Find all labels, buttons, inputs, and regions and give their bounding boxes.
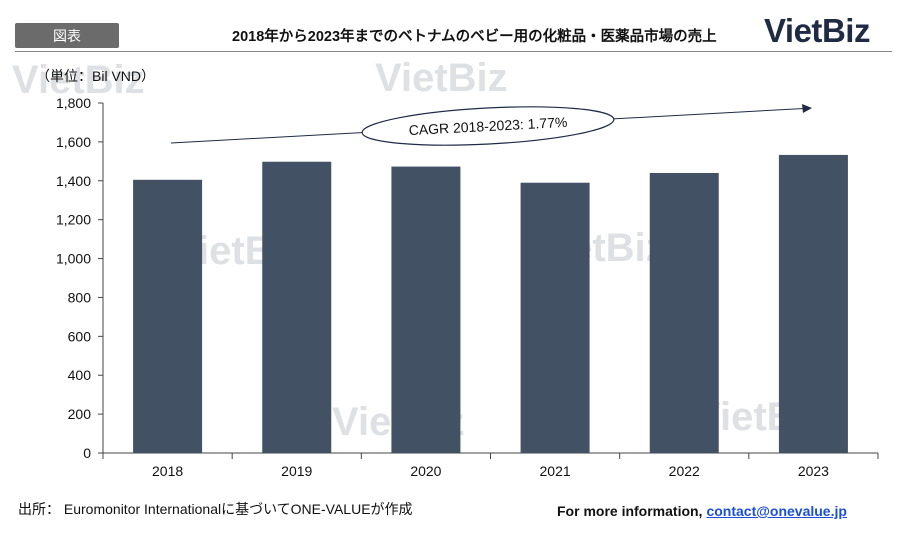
header-divider — [15, 51, 892, 52]
chart-bars — [133, 154, 848, 454]
figure-tag: 図表 — [15, 23, 119, 48]
logo-biz: Biz — [821, 12, 871, 49]
source-note: 出所： Euromonitor Internationalに基づいてONE-VA… — [18, 501, 413, 517]
trend-arrowhead — [802, 104, 812, 113]
more-info-label: For more information, — [557, 503, 703, 519]
y-tick-label: 1,200 — [56, 212, 91, 228]
x-tick-label: 2023 — [798, 463, 829, 479]
bar-2020 — [391, 166, 461, 454]
vietbiz-logo: VietBiz — [764, 12, 870, 50]
y-tick-label: 0 — [83, 445, 91, 461]
unit-label: （単位：Bil VND） — [36, 68, 156, 84]
more-info: For more information, contact@onevalue.jp — [557, 503, 847, 519]
bar-2019 — [262, 161, 332, 453]
bar-2022 — [649, 173, 719, 453]
cagr-ellipse — [361, 106, 615, 146]
cagr-annotation: CAGR 2018-2023: 1.77% — [170, 104, 812, 146]
contact-link[interactable]: contact@onevalue.jp — [706, 503, 847, 519]
x-tick-label: 2022 — [669, 463, 700, 479]
y-tick-label: 1,000 — [56, 251, 91, 267]
x-tick-label: 2018 — [152, 463, 183, 479]
chart-title: 2018年から2023年までのベトナムのベビー用の化粧品・医薬品市場の売上 — [232, 29, 717, 45]
x-tick-label: 2019 — [281, 463, 312, 479]
logo-viet: Viet — [764, 12, 822, 49]
y-tick-label: 1,600 — [56, 134, 91, 150]
bar-2023 — [778, 154, 848, 453]
chart-axes: 0 200 400 600 800 1,000 1,200 1,400 1,600 1,800 20… — [56, 95, 879, 479]
y-tick-label: 1,400 — [56, 173, 91, 189]
bar-2021 — [520, 182, 590, 453]
y-tick-label: 800 — [68, 289, 92, 305]
y-tick-label: 200 — [68, 406, 92, 422]
x-tick-label: 2021 — [540, 463, 571, 479]
y-tick-label: 1,800 — [56, 95, 91, 111]
y-tick-label: 600 — [68, 328, 92, 344]
bar-2018 — [133, 179, 203, 454]
x-tick-label: 2020 — [410, 463, 441, 479]
y-tick-label: 400 — [68, 367, 92, 383]
